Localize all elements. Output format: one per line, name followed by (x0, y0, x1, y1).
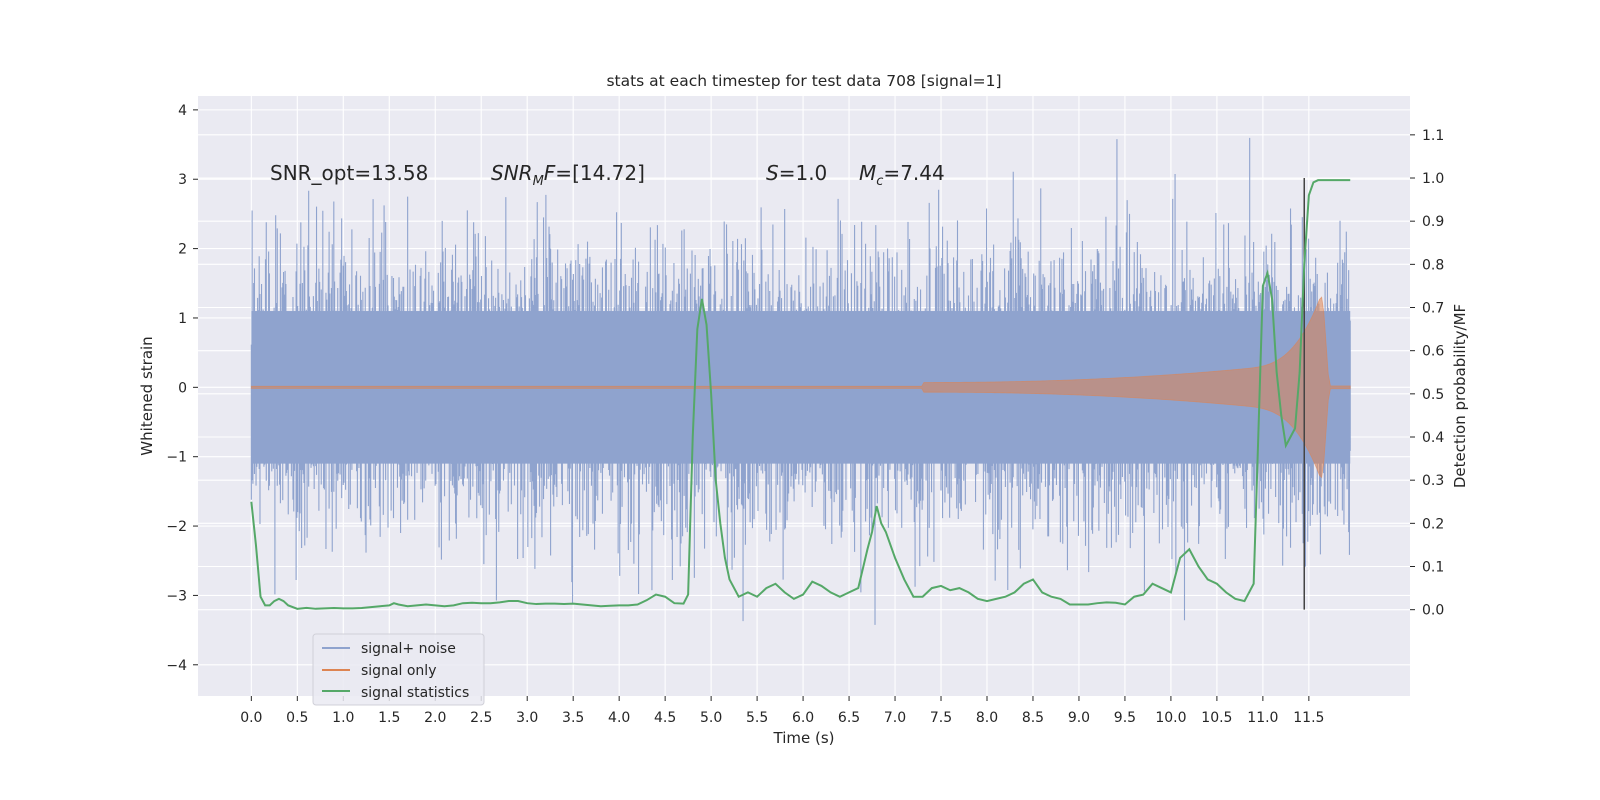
x-tick-label: 5.0 (700, 710, 722, 726)
y-axis-label: Whitened strain (138, 336, 156, 455)
x-tick-label: 8.5 (1022, 710, 1044, 726)
annotation-mc: Mc=7.44 (859, 161, 945, 189)
y2-tick-label: 0.8 (1422, 257, 1444, 273)
x-tick-label: 0.5 (286, 710, 308, 726)
y2-axis-ticks: 0.0 0.1 0.2 0.3 0.4 0.5 0.6 0.7 0.8 0.9 1.0 1.1 (1410, 128, 1444, 619)
annotation-snr-mf-value: [14.72] (572, 161, 645, 185)
x-tick-label: 4.0 (608, 710, 630, 726)
series-signal-statistics (250, 179, 1351, 610)
x-tick-label: 8.0 (976, 710, 998, 726)
y2-tick-label: 0.4 (1422, 430, 1444, 446)
x-tick-label: 9.5 (1114, 710, 1136, 726)
y2-tick-label: 1.0 (1422, 171, 1444, 187)
x-tick-label: 7.5 (930, 710, 952, 726)
y2-axis-label: Detection probability/MF (1451, 304, 1469, 488)
y-tick-label: 0 (178, 380, 187, 396)
legend-label-stats: signal statistics (361, 685, 469, 701)
y2-tick-label: 0.6 (1422, 344, 1444, 360)
y-tick-label: −4 (166, 658, 187, 674)
x-tick-label: 11.0 (1247, 710, 1278, 726)
x-axis-label: Time (s) (773, 729, 835, 747)
y-tick-label: 3 (178, 172, 187, 188)
series-signal-only (250, 296, 1351, 479)
annotation-snr-mf: SNRMF=[14.72] (491, 161, 645, 189)
y2-tick-label: 0.1 (1422, 560, 1444, 576)
x-tick-label: 5.5 (746, 710, 768, 726)
x-axis-ticks: 0.0 0.5 1.0 1.5 2.0 2.5 3.0 3.5 4.0 4.5 5.0 5.5 6.0 6… (240, 696, 1324, 726)
x-tick-label: 11.5 (1293, 710, 1324, 726)
x-tick-label: 9.0 (1068, 710, 1090, 726)
x-tick-label: 2.0 (424, 710, 446, 726)
legend-box (312, 633, 485, 706)
x-tick-label: 2.5 (470, 710, 492, 726)
x-tick-label: 0.0 (240, 710, 262, 726)
y2-tick-label: 0.2 (1422, 516, 1444, 532)
y2-tick-label: 1.1 (1422, 128, 1444, 144)
annotation-snr-opt: SNR_opt=13.58 (270, 161, 428, 185)
x-tick-label: 10.5 (1201, 710, 1232, 726)
x-tick-label: 7.0 (884, 710, 906, 726)
y2-tick-label: 0.3 (1422, 473, 1444, 489)
signal-envelope (250, 296, 1351, 479)
y-tick-label: 1 (178, 311, 187, 327)
y-tick-label: −3 (166, 588, 187, 604)
chart-title: stats at each timestep for test data 708… (606, 72, 1001, 90)
x-tick-label: 4.5 (654, 710, 676, 726)
y-tick-label: 2 (178, 242, 187, 258)
x-tick-label: 10.0 (1155, 710, 1186, 726)
x-tick-label: 3.0 (516, 710, 538, 726)
y2-tick-label: 0.0 (1422, 603, 1444, 619)
legend-label-signal: signal only (361, 663, 436, 679)
x-tick-label: 3.5 (562, 710, 584, 726)
legend: signal+ noise signal only signal statist… (312, 633, 485, 706)
annotation-s-value: 1.0 (795, 161, 827, 185)
x-tick-label: 6.0 (792, 710, 814, 726)
y-tick-label: −2 (166, 519, 187, 535)
x-tick-label: 6.5 (838, 710, 860, 726)
annotation-mc-value: 7.44 (900, 161, 945, 185)
legend-label-noise: signal+ noise (361, 641, 456, 657)
x-tick-label: 1.0 (332, 710, 354, 726)
y2-tick-label: 0.5 (1422, 387, 1444, 403)
y2-tick-label: 0.7 (1422, 301, 1444, 317)
annotation-s: S=1.0 (766, 161, 827, 185)
y2-tick-label: 0.9 (1422, 214, 1444, 230)
x-tick-label: 1.5 (378, 710, 400, 726)
y-tick-label: −1 (166, 450, 187, 466)
y-axis-ticks: −4 −3 −2 −1 0 1 2 3 4 (166, 103, 198, 674)
y-tick-label: 4 (178, 103, 187, 119)
